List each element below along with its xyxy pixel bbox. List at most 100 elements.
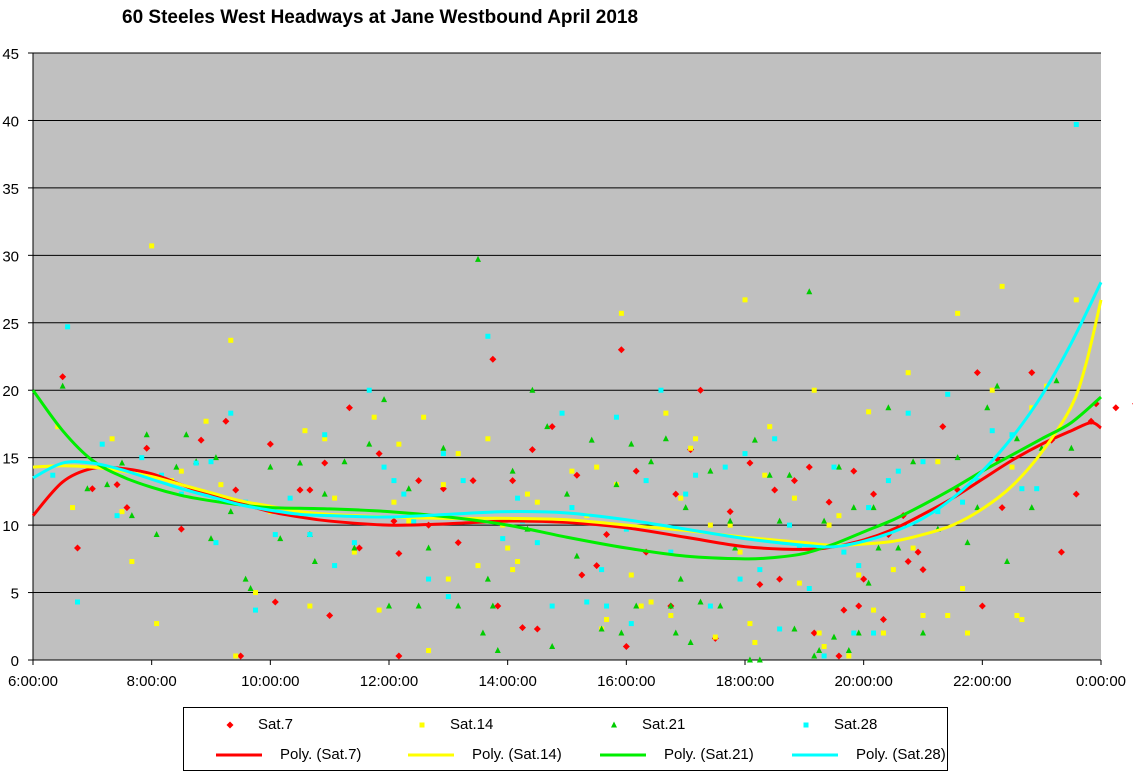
point-sat-21 [455,602,462,609]
point-sat-21 [855,629,862,636]
point-sat-21 [242,575,249,582]
point-sat-7 [850,467,858,475]
point-sat-14 [628,572,634,578]
point-sat-14 [421,414,427,420]
point-sat-28 [1034,486,1040,492]
point-sat-28 [287,495,293,501]
x-tick-label: 22:00:00 [953,673,1011,690]
point-sat-7 [395,652,403,660]
legend-swatch [419,722,425,728]
y-tick-label: 10 [2,518,19,535]
point-sat-14 [989,387,995,393]
point-sat-14 [955,310,961,316]
point-sat-21 [677,575,684,582]
point-sat-28 [604,603,610,609]
point-sat-21 [875,544,882,551]
point-sat-14 [796,580,802,586]
point-sat-14 [960,586,966,592]
point-sat-14 [668,612,674,618]
point-sat-14 [747,621,753,627]
point-sat-21 [984,404,991,411]
legend-label: Sat.14 [450,716,494,733]
point-sat-7 [746,459,754,467]
point-sat-7 [1072,490,1080,498]
point-sat-14 [846,653,852,659]
point-sat-7 [593,562,601,570]
point-sat-28 [208,459,214,465]
point-sat-21 [544,423,551,430]
point-sat-28 [693,472,699,478]
point-sat-21 [648,458,655,465]
point-sat-7 [805,463,813,471]
point-sat-14 [935,459,941,465]
point-sat-28 [228,410,234,416]
point-sat-7 [177,525,185,533]
point-sat-7 [321,459,329,467]
point-sat-21 [633,602,640,609]
point-sat-14 [871,607,877,613]
point-sat-28 [856,563,862,569]
point-sat-7 [454,539,462,547]
point-sat-21 [321,490,328,497]
point-sat-14 [648,599,654,605]
point-sat-21 [1013,435,1020,442]
point-sat-14 [1073,297,1079,303]
point-sat-21 [845,647,852,654]
point-sat-14 [965,630,970,636]
point-sat-21 [549,643,556,650]
point-sat-14 [475,563,481,569]
point-sat-7 [1057,548,1065,556]
point-sat-21 [104,481,111,488]
point-sat-21 [920,629,926,636]
point-sat-21 [667,602,674,609]
point-sat-21 [415,602,422,609]
point-sat-14 [70,505,76,511]
point-sat-28 [569,505,575,511]
point-sat-28 [895,468,901,474]
point-sat-21 [479,629,486,636]
point-sat-21 [672,629,679,636]
point-sat-28 [658,387,664,393]
point-sat-7 [697,386,704,394]
point-sat-14 [1019,617,1025,623]
point-sat-21 [489,602,496,609]
y-tick-label: 40 [2,113,19,130]
point-sat-28 [391,478,397,484]
point-sat-7 [939,423,947,431]
point-sat-28 [613,414,619,420]
point-sat-14 [594,464,600,470]
point-sat-28 [381,464,387,470]
point-sat-28 [411,518,417,524]
point-sat-14 [693,436,699,442]
point-sat-7 [776,575,784,583]
point-sat-21 [381,396,388,403]
point-sat-28 [777,626,783,632]
legend-swatch [600,753,646,757]
point-sat-7 [533,625,541,633]
point-sat-14 [396,441,402,447]
point-sat-21 [119,459,125,466]
point-sat-21 [494,647,501,654]
point-sat-7 [1112,404,1120,412]
point-sat-7 [825,498,833,506]
point-sat-21 [84,485,91,492]
point-sat-28 [445,594,451,600]
point-sat-7 [771,486,779,494]
point-sat-14 [604,617,610,623]
grid-lines [33,52,1101,594]
point-sat-21 [835,463,842,470]
point-sat-14 [228,337,234,343]
point-sat-7 [395,549,403,557]
point-sat-14 [880,630,886,636]
point-sat-28 [401,491,407,497]
y-tick-label: 0 [11,653,19,670]
point-sat-21 [628,440,635,447]
point-sat-7 [509,477,517,485]
point-sat-21 [865,579,872,586]
point-sat-28 [332,563,338,569]
point-sat-14 [856,572,862,578]
point-sat-28 [683,491,689,497]
point-sat-21 [697,598,704,605]
point-sat-21 [588,436,595,443]
point-sat-28 [668,549,674,555]
